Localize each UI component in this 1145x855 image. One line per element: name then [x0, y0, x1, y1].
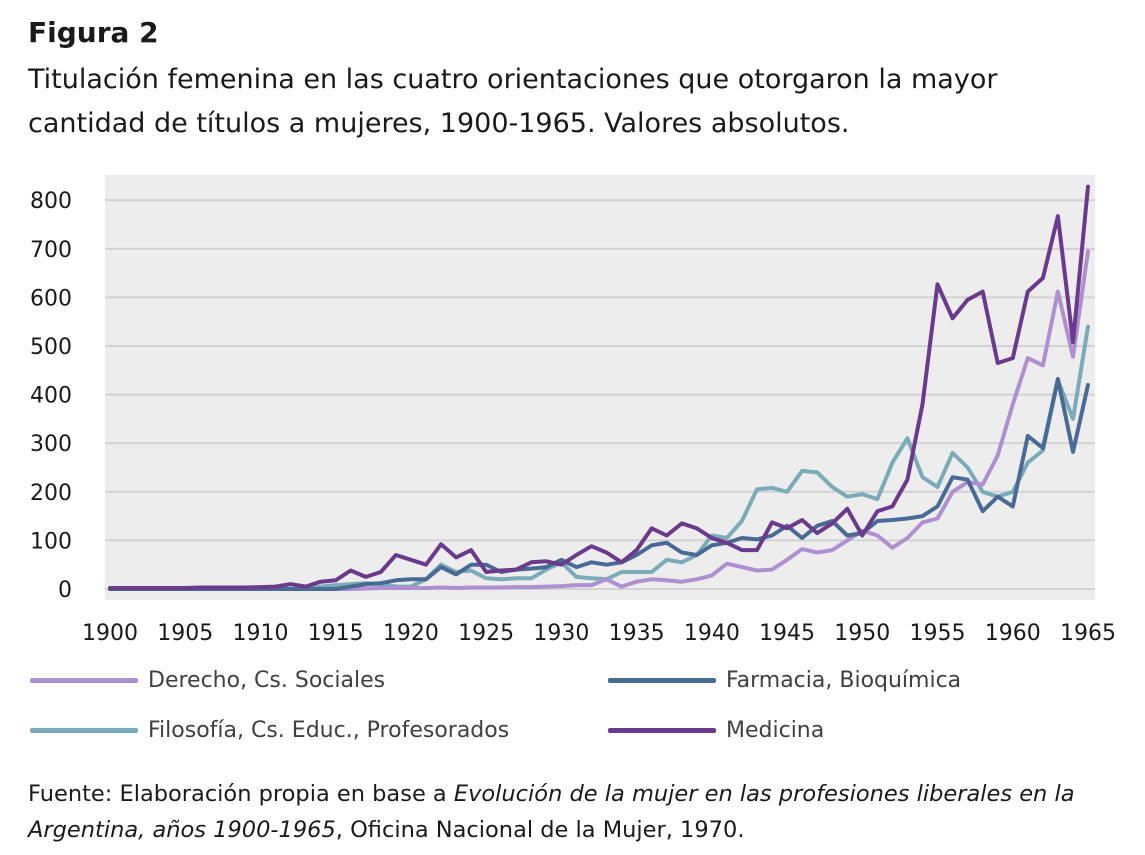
y-tick-label: 600 — [30, 286, 72, 311]
y-axis-tick-labels: 0 100 200 300 400 500 600 700 800 — [30, 189, 72, 603]
legend-label-farmacia: Farmacia, Bioquímica — [726, 668, 962, 693]
legend-swatch-medicina — [608, 728, 716, 733]
y-tick-label: 0 — [58, 578, 72, 603]
legend-swatch-filosofia — [30, 728, 138, 733]
x-tick-label: 1900 — [82, 621, 138, 646]
source-prefix: Fuente: Elaboración propia en base a — [28, 781, 454, 807]
x-tick-label: 1965 — [1060, 621, 1116, 646]
series-lines — [108, 184, 1090, 591]
y-tick-label: 300 — [30, 432, 72, 457]
legend-item-medicina: Medicina — [608, 718, 824, 743]
x-axis-tick-labels: 1900 1905 1910 1915 1920 1925 1930 1935 1940 1945… — [82, 621, 1116, 646]
chart-title-line-2: cantidad de títulos a mujeres, 1900-1965… — [28, 108, 850, 139]
legend-swatch-farmacia — [608, 678, 716, 683]
legend-label-filosofia: Filosofía, Cs. Educ., Profesorados — [148, 718, 510, 743]
source-suffix: , Oficina Nacional de la Mujer, 1970. — [335, 817, 745, 843]
chart-title: Titulación femenina en las cuatro orient… — [28, 58, 1118, 146]
source-work-title: Evolución de la mujer en las profesiones… — [28, 781, 1075, 843]
x-tick-label: 1935 — [609, 621, 665, 646]
y-tick-label: 100 — [30, 529, 72, 554]
legend-swatch-derecho — [30, 678, 138, 683]
x-tick-label: 1915 — [308, 621, 364, 646]
y-tick-label: 500 — [30, 335, 72, 360]
x-tick-label: 1960 — [985, 621, 1041, 646]
legend-item-filosofia: Filosofía, Cs. Educ., Profesorados — [30, 718, 509, 743]
legend-item-derecho: Derecho, Cs. Sociales — [30, 668, 385, 693]
legend-item-farmacia: Farmacia, Bioquímica — [608, 668, 961, 693]
figure-label: Figura 2 — [28, 16, 159, 49]
grid-lines — [105, 199, 1095, 590]
y-tick-label: 700 — [30, 238, 72, 263]
x-tick-label: 1925 — [458, 621, 514, 646]
x-tick-label: 1955 — [910, 621, 966, 646]
x-tick-label: 1945 — [759, 621, 815, 646]
legend-label-medicina: Medicina — [726, 718, 825, 743]
x-tick-label: 1950 — [834, 621, 890, 646]
x-tick-label: 1940 — [684, 621, 740, 646]
plot-area — [105, 175, 1095, 600]
series-line-1 — [108, 377, 1090, 591]
x-tick-label: 1920 — [383, 621, 439, 646]
chart-title-line-1: Titulación femenina en las cuatro orient… — [28, 64, 998, 95]
legend-label-derecho: Derecho, Cs. Sociales — [148, 668, 386, 693]
source-note: Fuente: Elaboración propia en base a Evo… — [28, 776, 1123, 848]
x-tick-label: 1905 — [157, 621, 213, 646]
y-tick-label: 400 — [30, 384, 72, 409]
y-tick-label: 200 — [30, 481, 72, 506]
series-line-3 — [108, 184, 1090, 590]
y-tick-label: 800 — [30, 189, 72, 214]
x-tick-label: 1930 — [533, 621, 589, 646]
x-tick-label: 1910 — [232, 621, 288, 646]
